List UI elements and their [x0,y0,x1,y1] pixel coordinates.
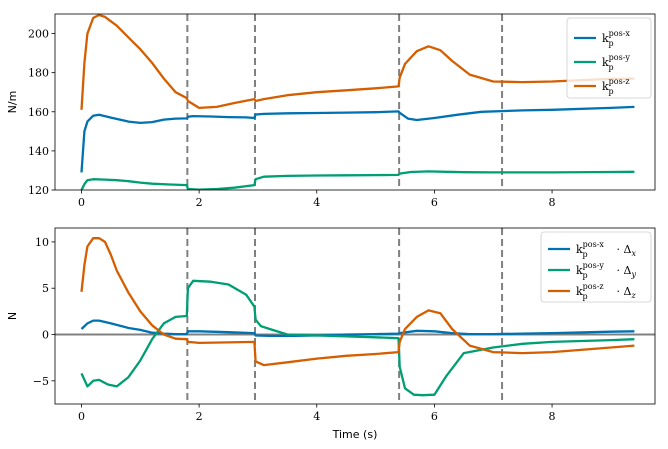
legend-label-pos-y: kpos-y p [602,53,630,72]
plot-area [80,14,635,190]
axes-frame [54,227,656,405]
x-tick-label: 8 [549,196,556,209]
legend: kpos-x p · Δx kpos-y p · Δy kpos-z p · Δz [540,231,652,303]
x-tick-label: 2 [196,196,203,209]
bottom-panel-forces: 0 2 4 6 8 −5 0 5 10 N Time (s) kpos-x p · Δx kpos-y p · … [6,227,656,441]
legend-label-pos-x: kpos-x p · Δx [576,240,636,259]
y-tick-label: 120 [28,184,49,197]
x-tick-label: 6 [431,410,438,423]
plot-area [55,228,655,404]
x-tick-label: 6 [431,196,438,209]
legend-label-pos-x: kpos-x p [602,29,630,48]
x-tick-label: 0 [78,196,85,209]
y-tick-label: 10 [35,236,49,249]
y-tick-label: 180 [28,67,49,80]
y-tick-label: 140 [28,145,49,158]
y-tick-label: −5 [33,375,49,388]
y-tick-label: 5 [42,282,49,295]
y-tick-label: 0 [42,329,49,342]
axes-frame [54,13,656,191]
x-tick-label: 2 [196,410,203,423]
x-tick-label: 8 [549,410,556,423]
series-line-pos-y [80,279,635,397]
series-line-pos-y [80,170,635,190]
x-tick-label: 4 [313,196,320,209]
x-axis-label: Time (s) [332,428,378,441]
y-axis-label: N/m [6,91,19,114]
legend-label-pos-z: kpos-z p [602,77,630,96]
series-line-pos-z [80,237,635,367]
y-axis-label: N [6,312,19,320]
legend-label-pos-y: kpos-y p · Δy [576,261,636,280]
x-tick-label: 0 [78,410,85,423]
legend-label-pos-z: kpos-z p · Δz [576,282,636,301]
series-line-pos-x [80,319,635,338]
x-tick-label: 4 [313,410,320,423]
series-line-pos-z [80,14,635,110]
series-line-pos-x [80,105,635,173]
y-tick-label: 160 [28,106,49,119]
y-tick-label: 200 [28,28,49,41]
legend: kpos-x p kpos-y p kpos-z p [566,17,652,99]
